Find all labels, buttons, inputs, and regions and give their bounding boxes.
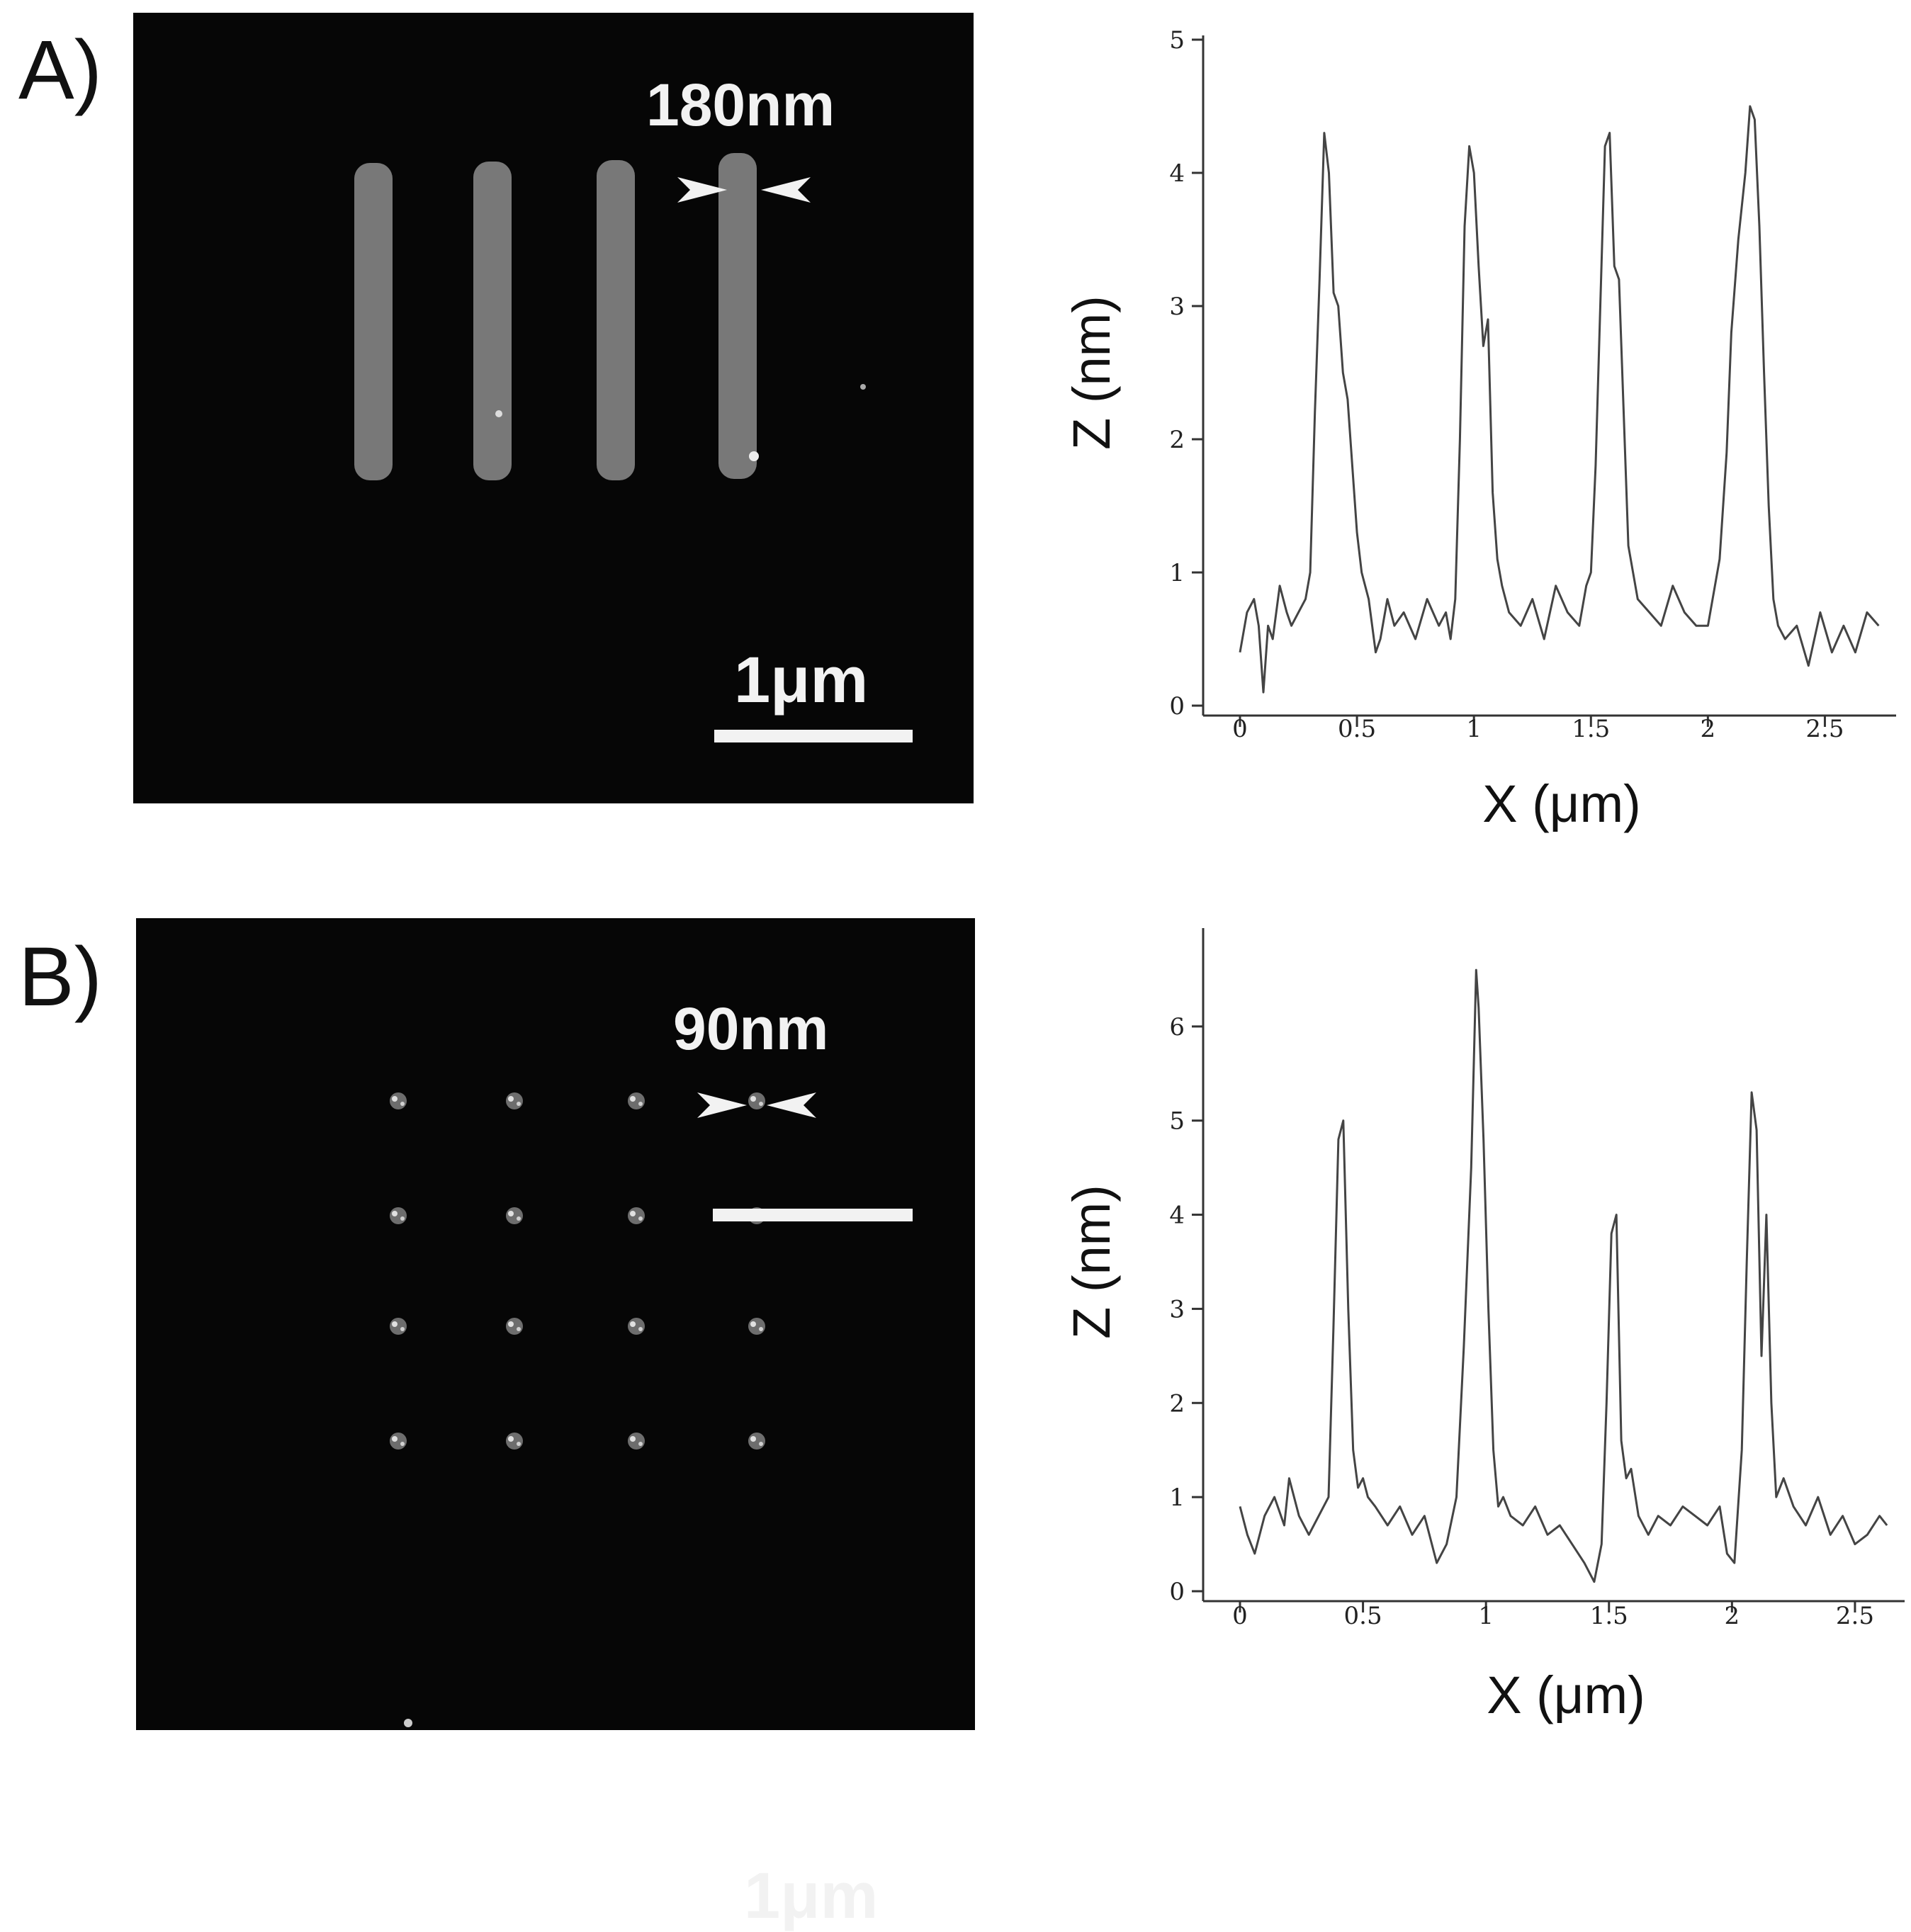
y-tick-label: 2: [1169, 1389, 1185, 1418]
afm-dot: [506, 1207, 523, 1224]
afm-line-1: [354, 163, 393, 480]
arrowhead-right: [761, 177, 811, 203]
profile-line: [1239, 968, 1888, 1583]
afm-dot: [748, 1092, 765, 1109]
x-axis-label: X (μm): [1487, 1666, 1645, 1724]
y-axis-label: Z (nm): [1062, 295, 1121, 450]
scale-bar-label: 1μm: [744, 1860, 879, 1932]
x-tick-label: 2: [1725, 1602, 1740, 1630]
arrowhead-left: [697, 1092, 747, 1118]
y-tick-label: 5: [1169, 26, 1185, 55]
y-tick-label: 0: [1169, 692, 1185, 721]
afm-dot: [506, 1318, 523, 1335]
afm-dot: [748, 1433, 765, 1450]
dot-grid: [390, 1092, 765, 1450]
scale-bar: [713, 1209, 913, 1221]
afm-dot: [748, 1318, 765, 1335]
afm-dot: [628, 1433, 645, 1450]
y-tick-label: 1: [1169, 1484, 1185, 1512]
x-tick-label: 0: [1232, 1602, 1248, 1630]
y-tick-label: 4: [1169, 159, 1185, 188]
panel-letter-b: B): [18, 930, 102, 1024]
x-tick-label: 1.5: [1572, 715, 1610, 743]
afm-dot: [506, 1433, 523, 1450]
x-tick-label: 1: [1478, 1602, 1494, 1630]
afm-line-2: [473, 162, 512, 480]
feature-width-label: 180nm: [646, 72, 835, 138]
afm-image-dots-canvas: [390, 1092, 816, 1727]
y-axis-label: Z (nm): [1062, 1185, 1121, 1339]
y-tick-label: 5: [1169, 1107, 1185, 1136]
panel-letter-a: A): [18, 23, 102, 117]
profile-charts: 0 1 2 3 4 5 0 0.5 1 1.5 2 2.5 X (μm) Z (nm) 0 1 2 3 4 5 6 0 0.…: [1062, 26, 1905, 1724]
y-tick-label: 6: [1169, 1013, 1185, 1041]
x-tick-label: 0: [1232, 715, 1248, 743]
feature-width-label: 90nm: [673, 995, 829, 1062]
afm-dot: [506, 1092, 523, 1109]
scale-bar-label: 1μm: [734, 644, 869, 716]
x-tick-label: 2: [1701, 715, 1716, 743]
y-tick-label: 4: [1169, 1202, 1185, 1230]
afm-image-dots: 90nm 1μm: [136, 918, 975, 1928]
arrowhead-left: [677, 177, 727, 203]
afm-image-lines: 180nm 1μm: [133, 13, 974, 803]
x-tick-label: 1.5: [1590, 1602, 1628, 1630]
y-tick-label: 3: [1169, 293, 1185, 321]
afm-dot: [390, 1318, 407, 1335]
scale-bar: [714, 730, 913, 742]
y-tick-label: 0: [1169, 1578, 1185, 1606]
x-tick-label: 0.5: [1338, 715, 1376, 743]
x-tick-label: 0.5: [1344, 1602, 1382, 1630]
afm-line-4: [718, 153, 757, 479]
profile-chart-B: 0 1 2 3 4 5 6 0 0.5 1 1.5 2 2.5 X (μm) Z (nm): [1062, 928, 1905, 1724]
afm-dot: [390, 1433, 407, 1450]
afm-dot: [628, 1092, 645, 1109]
x-tick-label: 2.5: [1836, 1602, 1874, 1630]
afm-dot: [628, 1207, 645, 1224]
afm-dot: [628, 1318, 645, 1335]
x-axis-label: X (μm): [1482, 774, 1640, 833]
profile-line: [1239, 105, 1880, 694]
afm-dot: [390, 1207, 407, 1224]
afm-line-3: [597, 160, 635, 480]
afm-dot: [390, 1092, 407, 1109]
afm-particle: [860, 384, 866, 390]
afm-image-lines-canvas: [354, 153, 866, 480]
x-tick-label: 2.5: [1805, 715, 1844, 743]
profile-chart-A: 0 1 2 3 4 5 0 0.5 1 1.5 2 2.5 X (μm) Z (nm): [1062, 26, 1896, 833]
afm-particle: [495, 410, 502, 417]
y-tick-label: 2: [1169, 426, 1185, 454]
arrowhead-right: [767, 1092, 816, 1118]
y-tick-label: 3: [1169, 1295, 1185, 1323]
afm-particle: [749, 451, 759, 461]
x-tick-label: 1: [1466, 715, 1482, 743]
afm-particle: [404, 1719, 412, 1727]
y-tick-label: 1: [1169, 559, 1185, 587]
